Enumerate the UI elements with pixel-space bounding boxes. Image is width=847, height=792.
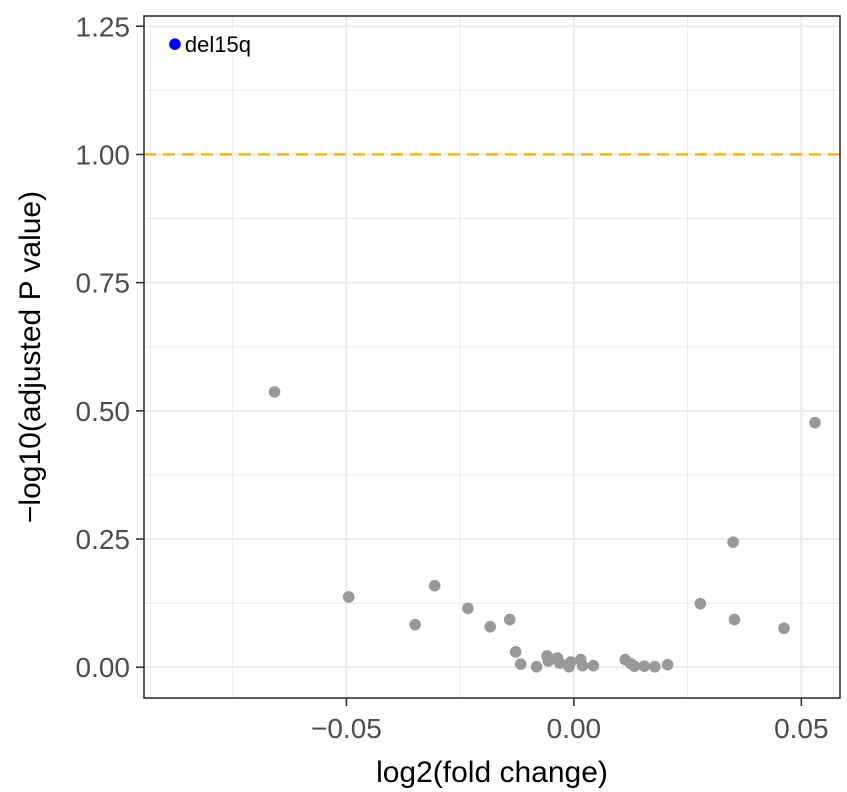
x-axis-title: log2(fold change): [376, 756, 608, 789]
data-point: [661, 658, 674, 671]
data-point: [727, 536, 739, 548]
point-labels: del15q: [185, 32, 251, 57]
data-point: [503, 613, 516, 626]
data-point: [638, 660, 651, 673]
y-axis-title: −log10(adjusted P value): [14, 191, 47, 523]
data-point: [462, 602, 474, 615]
data-points: [169, 38, 821, 673]
data-point: [628, 660, 641, 673]
data-point: [576, 659, 589, 672]
data-point: [809, 416, 821, 429]
data-point: [564, 656, 577, 668]
data-point: [778, 622, 790, 635]
data-point: [649, 660, 661, 673]
data-point-del15q: [169, 38, 181, 51]
x-tick-label: 0.05: [774, 713, 829, 744]
data-point: [428, 579, 441, 592]
data-point: [728, 613, 741, 626]
y-tick-label: 0.00: [76, 652, 131, 683]
data-point: [509, 646, 522, 658]
point-label-del15q: del15q: [185, 32, 251, 57]
data-point: [553, 657, 566, 669]
y-tick-label: 0.25: [76, 524, 131, 555]
data-point: [694, 597, 707, 610]
data-point: [268, 386, 281, 398]
x-axis: −0.05 0.00 0.05: [311, 698, 829, 744]
data-point: [542, 655, 555, 667]
x-tick-label: −0.05: [311, 713, 382, 744]
data-point: [587, 659, 600, 672]
y-axis: 0.00 0.25 0.50 0.75 1.00 1.25: [76, 11, 144, 683]
y-tick-label: 0.50: [76, 396, 131, 427]
panel-border: [143, 15, 841, 699]
data-point: [514, 658, 527, 670]
x-tick-label: 0.00: [547, 713, 602, 744]
data-point: [484, 620, 496, 633]
data-point: [530, 660, 543, 673]
y-tick-label: 1.25: [76, 11, 131, 42]
y-tick-label: 0.75: [76, 268, 131, 299]
data-point: [409, 618, 421, 631]
y-tick-label: 1.00: [76, 139, 131, 170]
data-point: [342, 591, 355, 603]
